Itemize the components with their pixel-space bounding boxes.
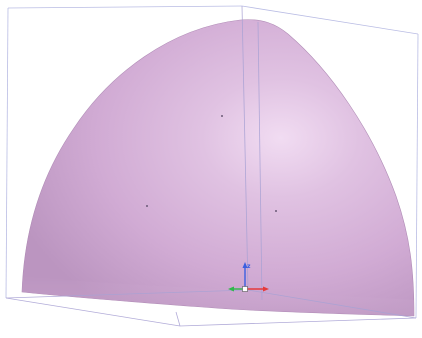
dome-rim-shading [22,276,414,316]
x-axis-arrow [263,286,269,292]
z-axis-arrow [242,262,248,268]
bounding-box-back [5,5,419,319]
control-point [275,210,277,212]
control-point [221,115,223,117]
z-axis-label: z [247,263,251,270]
bounding-box-front [5,5,417,327]
control-point [146,205,148,207]
y-axis-arrow [228,286,234,292]
dome-surface[interactable] [21,19,415,317]
origin-marker [242,286,248,292]
control-points [146,115,277,212]
axis-gizmo[interactable]: z [228,262,269,292]
